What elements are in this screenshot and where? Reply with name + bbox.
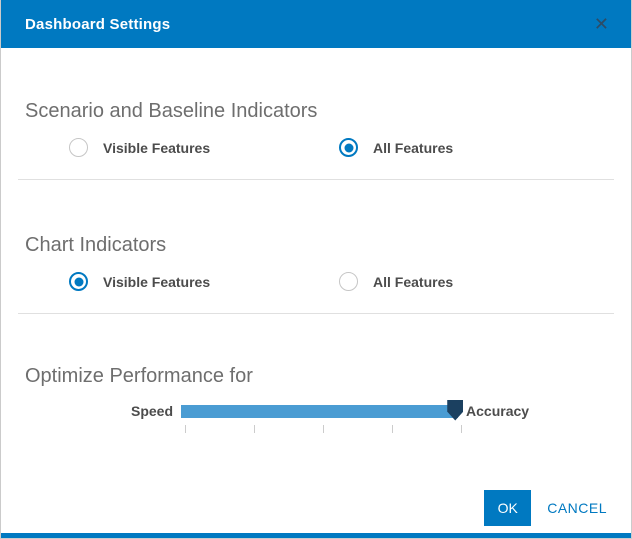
bottom-accent-bar bbox=[1, 533, 631, 538]
cancel-button[interactable]: CANCEL bbox=[547, 500, 607, 516]
radio-option-all-features[interactable]: All Features bbox=[339, 138, 453, 157]
radio-label[interactable]: Visible Features bbox=[103, 273, 211, 290]
tick-mark bbox=[323, 425, 324, 433]
slider-handle[interactable] bbox=[447, 399, 464, 421]
dialog-footer: OK CANCEL bbox=[484, 490, 607, 526]
slider-track[interactable] bbox=[181, 404, 459, 418]
radio-button-icon[interactable] bbox=[339, 138, 358, 157]
performance-slider[interactable] bbox=[181, 399, 464, 421]
section-heading-scenario-baseline: Scenario and Baseline Indicators bbox=[25, 100, 318, 122]
radio-option-visible-features[interactable]: Visible Features bbox=[69, 138, 339, 157]
slider-ticks bbox=[185, 425, 462, 433]
tick-mark bbox=[185, 425, 186, 433]
tick-mark bbox=[461, 425, 462, 433]
radio-button-icon[interactable] bbox=[69, 138, 88, 157]
slider-min-label: Speed bbox=[131, 403, 174, 419]
radio-button-icon[interactable] bbox=[69, 272, 88, 291]
radio-option-visible-features[interactable]: Visible Features bbox=[69, 272, 339, 291]
dialog-content: Scenario and Baseline Indicators Visible… bbox=[1, 48, 631, 433]
section-divider bbox=[18, 313, 614, 314]
performance-slider-row: Speed Accuracy bbox=[25, 399, 607, 421]
tick-mark bbox=[254, 425, 255, 433]
radio-button-icon[interactable] bbox=[339, 272, 358, 291]
section-divider bbox=[18, 179, 614, 180]
dialog-title: Dashboard Settings bbox=[25, 15, 171, 33]
ok-button[interactable]: OK bbox=[484, 490, 532, 526]
dialog-titlebar: Dashboard Settings ✕ bbox=[1, 0, 631, 48]
slider-max-label: Accuracy bbox=[466, 403, 530, 419]
tick-mark bbox=[392, 425, 393, 433]
section-heading-chart-indicators: Chart Indicators bbox=[25, 234, 167, 256]
radio-option-all-features[interactable]: All Features bbox=[339, 272, 453, 291]
radio-label[interactable]: All Features bbox=[373, 139, 454, 156]
radio-group-chart-indicators: Visible Features All Features bbox=[25, 272, 607, 291]
radio-group-scenario-baseline: Visible Features All Features bbox=[25, 138, 607, 157]
section-heading-optimize-performance: Optimize Performance for bbox=[25, 365, 253, 387]
close-icon[interactable]: ✕ bbox=[593, 14, 609, 34]
radio-label[interactable]: Visible Features bbox=[103, 139, 211, 156]
radio-label[interactable]: All Features bbox=[373, 273, 454, 290]
